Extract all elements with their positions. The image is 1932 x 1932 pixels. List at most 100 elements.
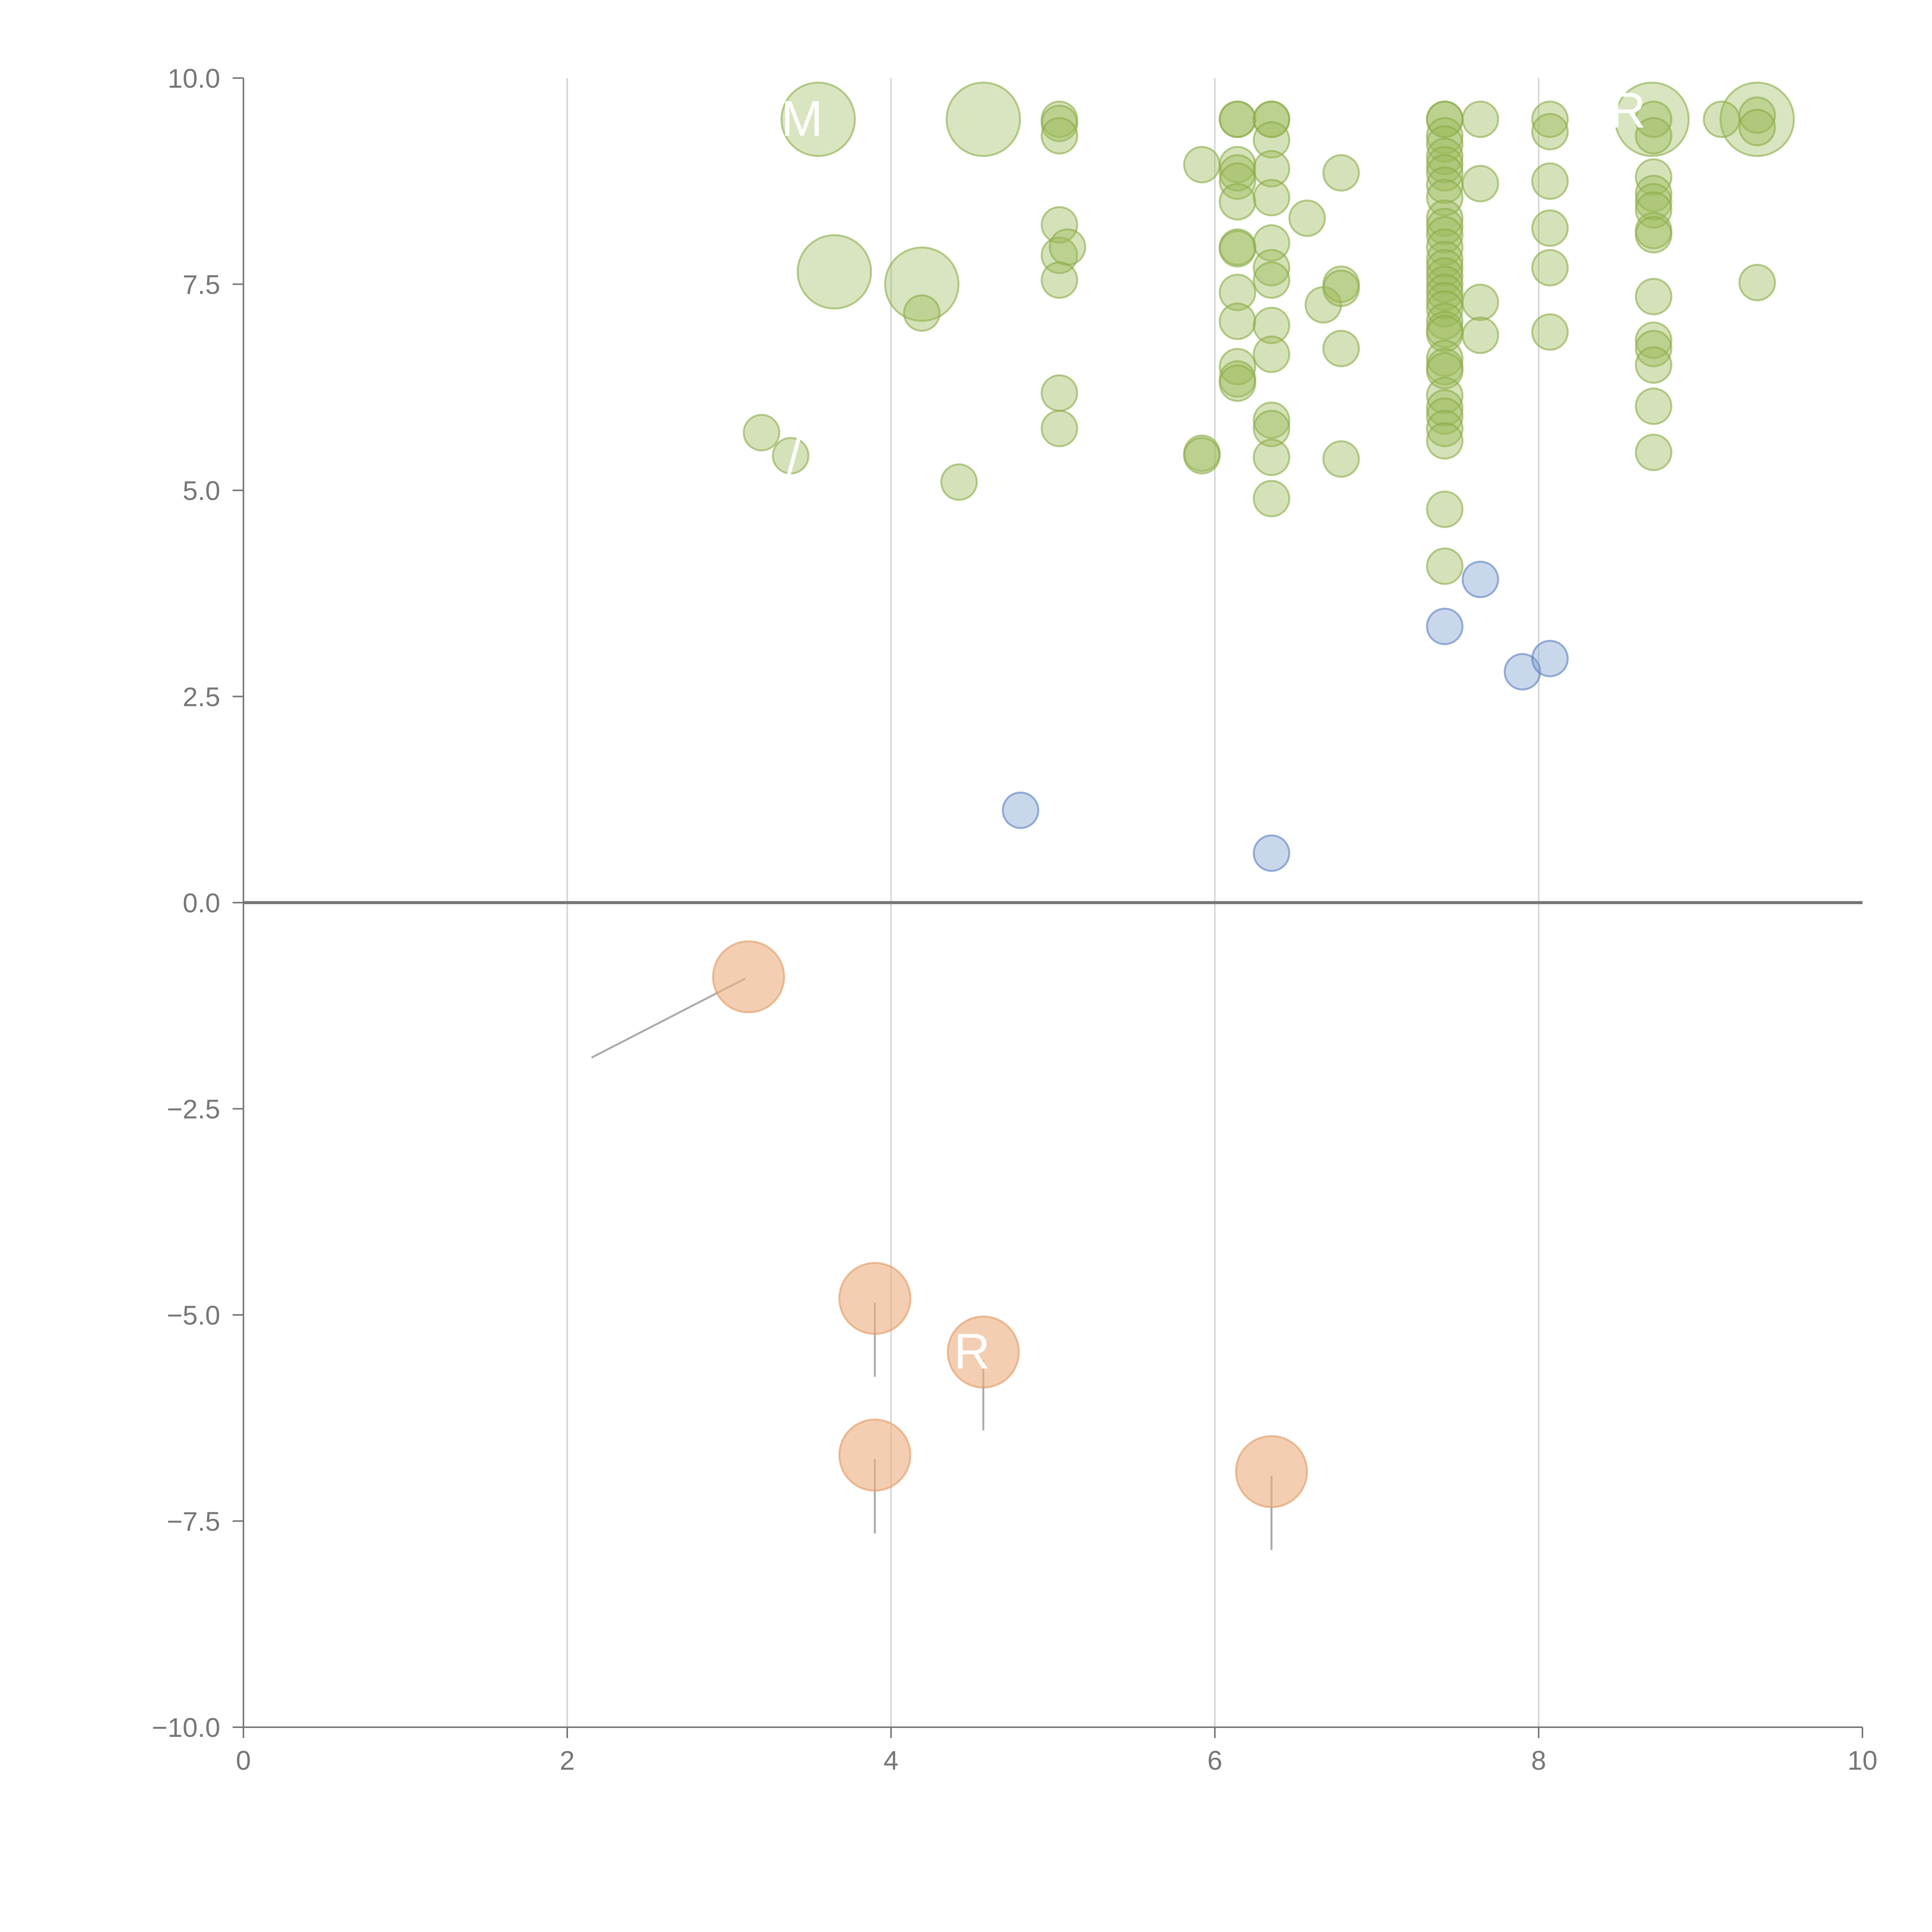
y-tick-label: −5.0 xyxy=(167,1300,220,1330)
point-label: M xyxy=(781,90,823,146)
green-point xyxy=(1531,100,1569,138)
green-point xyxy=(1253,439,1291,476)
green-point xyxy=(903,294,941,332)
x-tick-label: 8 xyxy=(1531,1745,1546,1776)
green-point xyxy=(1426,303,1464,340)
green-point xyxy=(1322,154,1360,192)
green-point xyxy=(1219,154,1257,192)
green-point xyxy=(1426,490,1464,528)
green-point xyxy=(1634,100,1672,138)
leader-line xyxy=(1753,123,1759,156)
green-point xyxy=(1426,389,1464,427)
green-point xyxy=(1219,303,1257,340)
green-point xyxy=(1531,162,1569,200)
green-point xyxy=(1183,437,1221,474)
green-point xyxy=(1253,179,1291,216)
data-points xyxy=(712,82,1795,1508)
green-point xyxy=(1531,313,1569,351)
y-tick-label: 2.5 xyxy=(183,682,220,712)
green-point xyxy=(1426,410,1464,447)
green-point xyxy=(1041,410,1078,447)
green-point xyxy=(1219,230,1257,268)
leader-line xyxy=(828,276,835,305)
blue-point xyxy=(1503,653,1541,690)
green-point xyxy=(1183,146,1221,184)
green-point xyxy=(796,234,872,310)
green-point xyxy=(1738,109,1776,146)
green-point xyxy=(1219,274,1257,311)
green-point xyxy=(1322,440,1360,478)
green-point xyxy=(1288,199,1326,237)
green-point xyxy=(1634,330,1672,367)
green-point xyxy=(1253,335,1291,373)
green-point xyxy=(1322,330,1360,367)
green-point xyxy=(743,414,781,452)
green-point xyxy=(1253,410,1291,447)
y-tick-label: −2.5 xyxy=(167,1094,220,1124)
green-point xyxy=(1461,316,1499,354)
x-tick-label: 6 xyxy=(1208,1745,1223,1776)
y-tick-label: 7.5 xyxy=(183,270,220,300)
green-point xyxy=(1041,104,1078,142)
x-tick-label: 10 xyxy=(1847,1745,1878,1776)
green-point xyxy=(1426,274,1464,311)
y-tick-label: 5.0 xyxy=(183,476,220,506)
y-tick-label: 0.0 xyxy=(183,888,220,918)
green-point xyxy=(1634,117,1672,155)
green-point xyxy=(1253,480,1291,517)
green-point xyxy=(940,463,978,501)
green-point xyxy=(1634,183,1672,221)
leader-line xyxy=(801,123,819,157)
blue-point xyxy=(1253,834,1291,872)
green-point xyxy=(1426,117,1464,155)
green-point xyxy=(1426,138,1464,175)
x-tick-label: 2 xyxy=(560,1745,575,1776)
y-tick-label: −7.5 xyxy=(167,1507,220,1537)
green-point xyxy=(946,82,1021,157)
point-label: / xyxy=(787,428,801,485)
green-point xyxy=(780,82,856,157)
green-point xyxy=(1041,206,1078,244)
green-point xyxy=(1461,165,1499,202)
point-label: R xyxy=(954,1323,990,1379)
green-point xyxy=(1426,199,1464,237)
green-point xyxy=(1738,264,1776,301)
green-point xyxy=(1253,306,1291,344)
green-point xyxy=(1702,100,1740,138)
x-tick-label: 0 xyxy=(236,1745,251,1776)
orange-point xyxy=(838,1418,912,1492)
orange-point xyxy=(838,1262,912,1335)
green-point xyxy=(1426,146,1464,184)
green-point xyxy=(1426,547,1464,585)
green-point xyxy=(1634,387,1672,425)
green-point xyxy=(1219,183,1257,221)
green-point xyxy=(1041,261,1078,299)
blue-point xyxy=(1531,639,1569,677)
green-point xyxy=(1426,228,1464,266)
green-point xyxy=(1426,179,1464,216)
green-point xyxy=(1219,162,1257,200)
green-point xyxy=(1041,374,1078,412)
green-point xyxy=(1253,249,1291,287)
green-point xyxy=(1719,82,1795,157)
green-point xyxy=(772,437,810,474)
green-point xyxy=(1461,100,1499,138)
green-point xyxy=(1426,207,1464,245)
green-point xyxy=(1041,117,1078,155)
green-point xyxy=(1253,121,1291,159)
y-tick-label: 10.0 xyxy=(168,63,220,94)
point-label: R xyxy=(1610,82,1646,138)
orange-point xyxy=(1235,1435,1308,1508)
green-point xyxy=(1219,348,1257,386)
green-point xyxy=(1634,216,1672,253)
blue-point xyxy=(1461,560,1499,598)
green-point xyxy=(1322,269,1360,307)
orange-point xyxy=(712,940,785,1014)
green-point xyxy=(1634,278,1672,316)
green-point xyxy=(1253,261,1291,299)
green-point xyxy=(1461,283,1499,321)
green-point xyxy=(1738,96,1776,134)
green-point xyxy=(1426,422,1464,460)
